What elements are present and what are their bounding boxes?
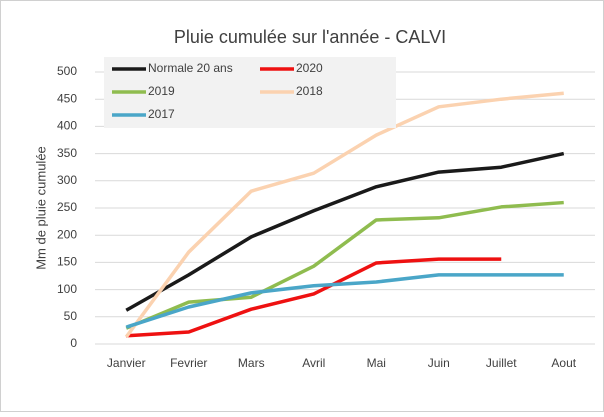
x-tick-label: Janvier <box>107 356 146 370</box>
legend-label: 2018 <box>296 84 323 98</box>
x-tick-label: Fevrier <box>170 356 207 370</box>
y-tick-label: 50 <box>64 309 78 323</box>
x-tick-label: Mai <box>367 356 386 370</box>
y-tick-label: 100 <box>57 282 77 296</box>
series-line <box>126 257 502 338</box>
x-tick-label: Aout <box>551 356 576 370</box>
y-tick-label: 250 <box>57 200 77 214</box>
chart-title: Pluie cumulée sur l'année - CALVI <box>174 27 446 47</box>
x-tick-label: Juillet <box>486 356 517 370</box>
y-tick-label: 300 <box>57 173 77 187</box>
legend-label: 2019 <box>148 84 175 98</box>
y-tick-label: 400 <box>57 119 77 133</box>
y-tick-label: 450 <box>57 91 77 105</box>
legend-box <box>104 57 396 128</box>
y-tick-label: 150 <box>57 255 77 269</box>
legend-label: 2020 <box>296 61 323 75</box>
x-tick-label: Juin <box>428 356 450 370</box>
legend-label: 2017 <box>148 107 175 121</box>
y-tick-label: 500 <box>57 64 77 78</box>
series-line <box>125 273 564 329</box>
y-tick-label: 350 <box>57 146 77 160</box>
series-line <box>124 91 564 338</box>
y-tick-label: 0 <box>70 336 77 350</box>
y-tick-label: 200 <box>57 227 77 241</box>
series-line <box>125 200 564 330</box>
x-tick-label: Mars <box>238 356 265 370</box>
series-line <box>125 151 565 312</box>
y-axis-label: Mm de pluie cumulée <box>33 146 48 270</box>
legend-label: Normale 20 ans <box>148 61 233 75</box>
x-tick-label: Avril <box>302 356 325 370</box>
